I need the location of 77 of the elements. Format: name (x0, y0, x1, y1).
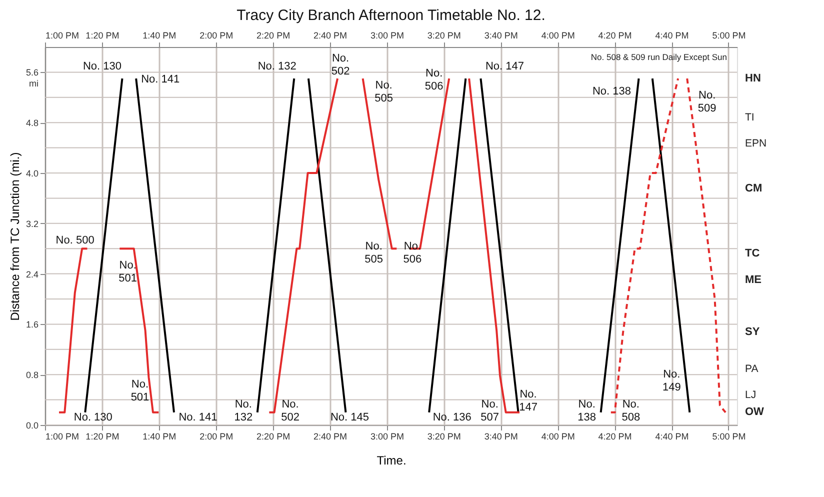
line-series (610, 78, 680, 414)
y-tick-label: 1.6 (26, 320, 38, 330)
x-tick-label: 1:20 PM (86, 432, 120, 442)
x2-tick-label: 2:20 PM (256, 30, 290, 40)
annotation: No. 132 (234, 398, 253, 424)
x-tick-label: 2:40 PM (314, 432, 348, 442)
annotation: No. 149 (662, 368, 681, 394)
x2-tick-label: 3:40 PM (484, 30, 518, 40)
annotation: No. 141 (141, 74, 180, 86)
annotation: No. 130 (74, 411, 112, 424)
y-tick-label: 4.0 (26, 168, 38, 178)
line-series (268, 78, 339, 414)
text: OW (745, 406, 765, 418)
annotation: No. 138 (592, 86, 632, 98)
annotation: No. 507 (480, 398, 499, 424)
annotation: No. 505 (364, 240, 384, 266)
line-series (686, 78, 727, 414)
annotation: No. 508 & 509 run Daily Except Sun (590, 52, 728, 62)
annotation: No. 147 (519, 388, 538, 414)
annotation: No. 145 (330, 411, 369, 424)
x2-tick-label: 4:00 PM (541, 30, 575, 40)
x-axis-title: Time. (376, 454, 406, 468)
y-tick-label: 3.2 (26, 218, 38, 229)
x-tick-label: 5:00 PM (712, 432, 746, 442)
annotation: No. 508 (622, 398, 640, 424)
y-tick-label: 0.8 (26, 370, 38, 380)
text: TI (745, 112, 754, 124)
text: SY (745, 326, 760, 338)
x-tick-label: 4:00 PM (541, 432, 575, 442)
chart-title: Tracy City Branch Afternoon Timetable No. 12. (236, 7, 546, 24)
x-tick-label: 1:00 PM (46, 432, 80, 442)
x-tick-label: 4:40 PM (655, 432, 689, 442)
y-tick-label: 0.0 (26, 420, 38, 430)
annotation: No. 505 (374, 80, 393, 104)
annotation: No. 501 (118, 260, 138, 285)
x-tick-label: 4:20 PM (598, 432, 632, 442)
text: ME (745, 274, 762, 286)
text: EPN (745, 137, 767, 150)
x2-tick-label: 1:00 PM (46, 30, 80, 40)
annotation: No. 130 (82, 60, 122, 72)
y-axis-title: Distance from TC Junction (mi.) (8, 152, 22, 321)
x2-tick-label: 1:20 PM (86, 30, 120, 40)
x2-tick-label: 5:00 PM (712, 30, 746, 40)
x-tick-label: 3:20 PM (427, 432, 461, 442)
x-tick-label: 2:20 PM (256, 432, 290, 442)
x-tick-label: 3:40 PM (484, 432, 518, 442)
x-tick-label: 3:00 PM (370, 432, 404, 442)
y-tick-label: 5.6 mi (26, 68, 38, 89)
annotation: No. 501 (130, 378, 150, 404)
annotation: No. 502 (281, 398, 300, 424)
annotation: No. 136 (432, 411, 472, 424)
text: LJ (745, 388, 756, 401)
text: HN (745, 72, 761, 84)
x-tick-label: 1:40 PM (142, 432, 176, 442)
annotation: No. 132 (258, 60, 296, 72)
annotation: No. 502 (331, 52, 350, 78)
annotation: No. 506 (424, 68, 444, 92)
text: TC (745, 248, 760, 260)
text: PA (745, 362, 758, 375)
x2-tick-label: 4:40 PM (655, 30, 689, 40)
text: CM (745, 182, 762, 195)
x-tick-label: 2:00 PM (200, 432, 234, 442)
y-tick-label: 2.4 (26, 269, 38, 280)
line-series (468, 78, 520, 414)
x2-tick-label: 3:00 PM (370, 30, 404, 40)
x2-tick-label: 2:00 PM (200, 30, 234, 40)
annotation: No. 500 (56, 234, 94, 247)
x2-tick-label: 2:40 PM (314, 30, 348, 40)
annotation: No. 138 (578, 398, 596, 424)
x2-tick-label: 4:20 PM (598, 30, 632, 40)
x2-tick-label: 3:20 PM (427, 30, 461, 40)
line-series (118, 248, 160, 414)
annotation: No. 147 (485, 60, 524, 72)
annotation: No. 141 (178, 411, 218, 424)
annotation: No. 509 (698, 90, 716, 114)
x2-tick-label: 1:40 PM (142, 30, 176, 40)
y-tick-label: 4.8 (26, 118, 38, 128)
